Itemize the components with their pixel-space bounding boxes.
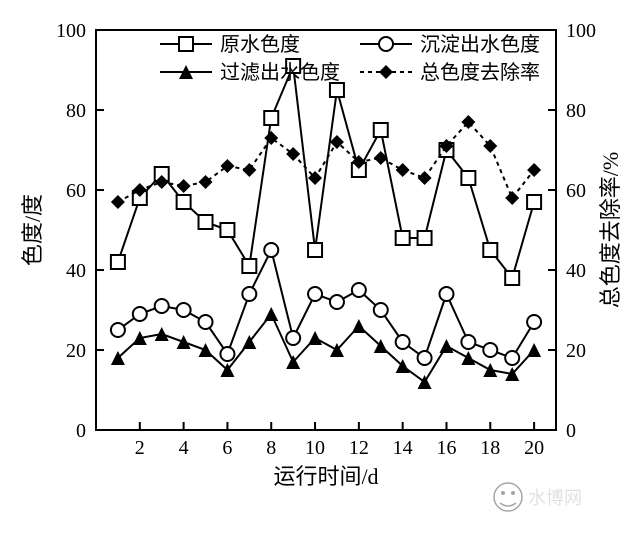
y-left-axis-label: 色度/度 [20, 194, 45, 266]
y-right-tick-label: 60 [566, 180, 586, 202]
x-tick-label: 12 [349, 437, 369, 459]
marker-circle-open [330, 295, 344, 309]
marker-circle-open [264, 243, 278, 257]
y-right-tick-label: 0 [566, 420, 576, 442]
marker-circle-open [374, 303, 388, 317]
marker-circle-open [483, 343, 497, 357]
marker-circle-open [155, 299, 169, 313]
marker-square-open [330, 83, 344, 97]
y-right-axis-label: 总色度去除率/% [598, 152, 623, 308]
marker-circle-open [242, 287, 256, 301]
y-right-tick-label: 20 [566, 340, 586, 362]
marker-square-open [527, 195, 541, 209]
x-tick-label: 4 [179, 437, 189, 459]
marker-circle-open [418, 351, 432, 365]
marker-circle-open [461, 335, 475, 349]
svg-text:色度/度: 色度/度 [20, 194, 45, 266]
marker-circle-open [505, 351, 519, 365]
marker-square-open [111, 255, 125, 269]
x-tick-label: 6 [222, 437, 232, 459]
y-right-tick-label: 100 [566, 20, 596, 42]
marker-circle-open [352, 283, 366, 297]
marker-circle-open [177, 303, 191, 317]
watermark-text: 水博网 [528, 488, 582, 508]
y-left-tick-label: 40 [66, 260, 86, 282]
marker-square-open [199, 215, 213, 229]
marker-square-open [483, 243, 497, 257]
chromaticity-chart: 2 4 6 8 10 12 14 16 18 20 0 20 40 60 80 100 0 20 40 60 80 100… [0, 0, 640, 548]
y-left-tick-label: 60 [66, 180, 86, 202]
x-tick-label: 18 [480, 437, 500, 459]
y-left-tick-label: 0 [76, 420, 86, 442]
marker-square-open [461, 171, 475, 185]
marker-square-open [179, 37, 193, 51]
marker-circle-open [308, 287, 322, 301]
svg-text:总色度去除率/%: 总色度去除率/% [598, 152, 623, 308]
marker-square-open [264, 111, 278, 125]
marker-circle-open [396, 335, 410, 349]
x-tick-label: 10 [305, 437, 325, 459]
marker-circle-open [220, 347, 234, 361]
x-tick-label: 14 [393, 437, 413, 459]
marker-square-open [177, 195, 191, 209]
x-axis-label: 运行时间/d [273, 464, 378, 489]
y-right-tick-label: 80 [566, 100, 586, 122]
marker-square-open [308, 243, 322, 257]
x-tick-label: 20 [524, 437, 544, 459]
legend-label: 沉淀出水色度 [420, 33, 540, 56]
marker-square-open [418, 231, 432, 245]
y-left-tick-label: 80 [66, 100, 86, 122]
marker-square-open [242, 259, 256, 273]
marker-square-open [505, 271, 519, 285]
legend-label: 总色度去除率 [420, 61, 540, 84]
y-left-tick-label: 100 [56, 20, 86, 42]
x-tick-label: 2 [135, 437, 145, 459]
marker-square-open [396, 231, 410, 245]
marker-circle-open [286, 331, 300, 345]
marker-square-open [220, 223, 234, 237]
x-tick-label: 8 [266, 437, 276, 459]
x-tick-label: 16 [436, 437, 456, 459]
y-right-tick-label: 40 [566, 260, 586, 282]
marker-square-open [374, 123, 388, 137]
marker-circle-open [439, 287, 453, 301]
y-left-tick-label: 20 [66, 340, 86, 362]
legend-label: 过滤出水色度 [220, 61, 340, 84]
marker-circle-open [527, 315, 541, 329]
marker-circle-open [133, 307, 147, 321]
marker-circle-open [199, 315, 213, 329]
marker-circle-open [379, 37, 393, 51]
marker-circle-open [111, 323, 125, 337]
legend-label: 原水色度 [220, 33, 300, 56]
